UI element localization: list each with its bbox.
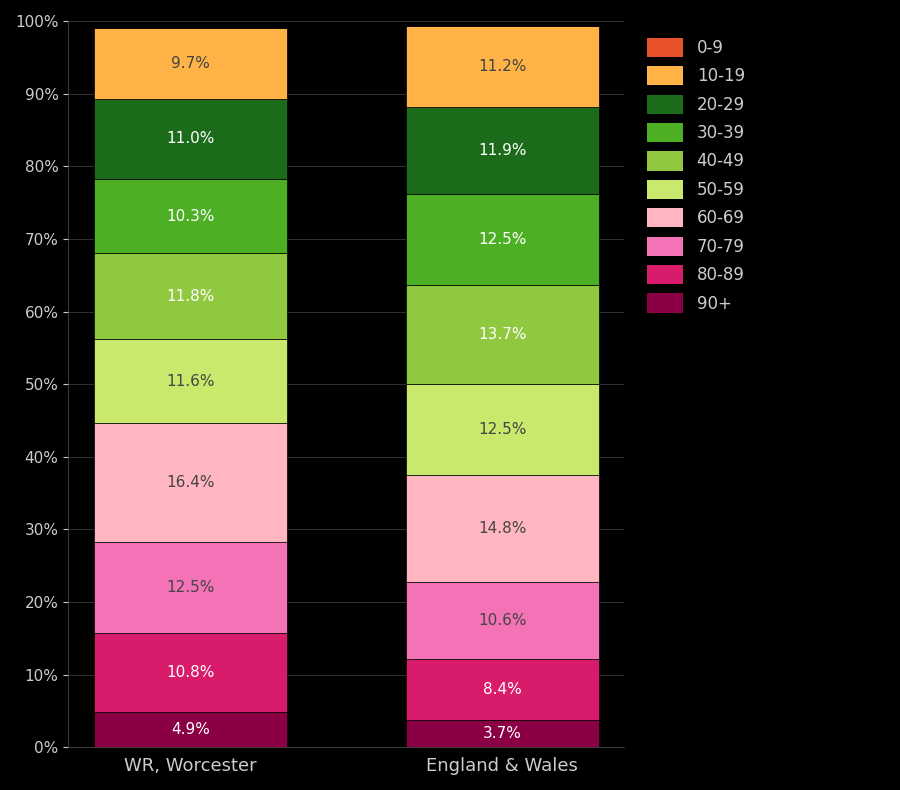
Text: 13.7%: 13.7% (478, 327, 526, 342)
Text: 9.7%: 9.7% (171, 56, 210, 71)
Bar (94, 339, 287, 423)
Bar (94, 179, 287, 254)
Bar (94, 423, 287, 543)
Bar (406, 284, 599, 384)
Bar (94, 254, 287, 339)
Legend: 0-9, 10-19, 20-29, 30-39, 40-49, 50-59, 60-69, 70-79, 80-89, 90+: 0-9, 10-19, 20-29, 30-39, 40-49, 50-59, … (638, 29, 753, 321)
Text: 11.0%: 11.0% (166, 131, 214, 146)
Text: 11.6%: 11.6% (166, 374, 214, 389)
Text: 8.4%: 8.4% (483, 683, 522, 698)
Text: 11.8%: 11.8% (166, 289, 214, 304)
Text: 11.2%: 11.2% (478, 59, 526, 74)
Text: 10.6%: 10.6% (478, 613, 526, 628)
Text: 11.9%: 11.9% (478, 143, 526, 158)
Text: 16.4%: 16.4% (166, 476, 214, 491)
Bar (94, 99, 287, 179)
Text: 10.8%: 10.8% (166, 665, 214, 680)
Bar (94, 712, 287, 747)
Bar (406, 582, 599, 660)
Bar (94, 634, 287, 712)
Bar (406, 384, 599, 475)
Text: 14.8%: 14.8% (478, 521, 526, 536)
Bar (406, 26, 599, 107)
Bar (94, 28, 287, 99)
Bar (406, 194, 599, 284)
Bar (94, 543, 287, 634)
Bar (406, 720, 599, 747)
Text: 12.5%: 12.5% (478, 231, 526, 246)
Text: 10.3%: 10.3% (166, 209, 214, 224)
Bar (406, 660, 599, 720)
Bar (406, 475, 599, 582)
Text: 4.9%: 4.9% (171, 722, 210, 737)
Text: 3.7%: 3.7% (483, 726, 522, 741)
Bar (406, 107, 599, 194)
Text: 12.5%: 12.5% (478, 422, 526, 437)
Text: 12.5%: 12.5% (166, 581, 214, 596)
